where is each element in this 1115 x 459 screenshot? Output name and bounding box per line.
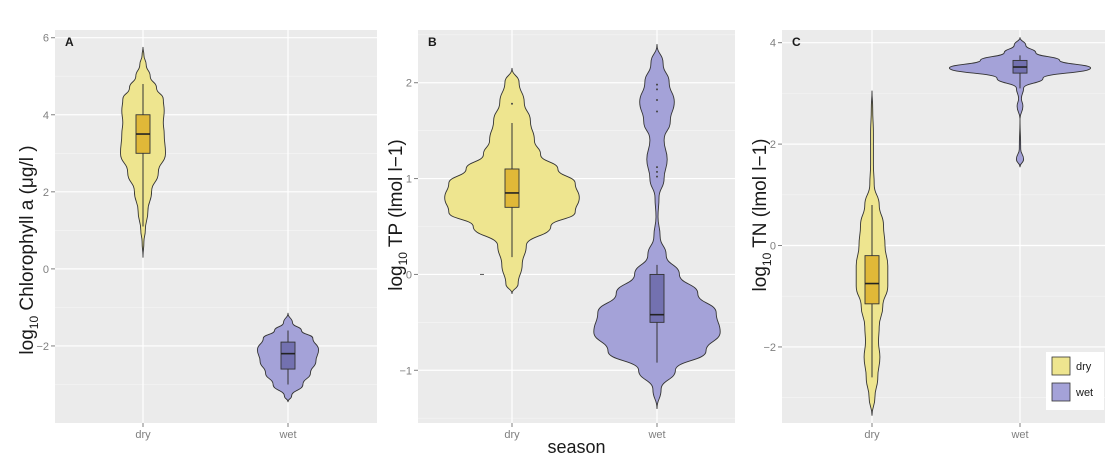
y-tick-label: −1 xyxy=(399,365,412,377)
box-dry xyxy=(504,168,520,208)
outlier-point xyxy=(656,175,658,178)
legend: dry wet xyxy=(1046,352,1104,410)
y-axis-label: log10 Chlorophyll a (μg/l ) xyxy=(17,145,41,354)
box-wet xyxy=(649,273,665,323)
outlier-point xyxy=(656,166,658,169)
x-tick-label: wet xyxy=(278,429,296,441)
x-tick-label: dry xyxy=(864,429,880,441)
outlier-point xyxy=(656,110,658,113)
legend-swatch-dry xyxy=(1051,356,1071,376)
outlier-point xyxy=(656,83,658,86)
x-tick-label: wet xyxy=(1010,429,1028,441)
violin-wet xyxy=(593,43,721,410)
y-axis-label: log10 TP (lmol l−1) xyxy=(386,139,410,291)
box-wet xyxy=(280,341,296,370)
x-tick-label: dry xyxy=(135,429,151,441)
x-axis-label: season xyxy=(547,437,605,457)
x-tick-label: dry xyxy=(504,429,520,441)
legend-label-wet: wet xyxy=(1075,387,1093,399)
y-tick-label: 6 xyxy=(43,33,49,45)
box-dry xyxy=(864,255,880,305)
panel-label: C xyxy=(792,35,801,49)
x-tick-label: wet xyxy=(647,429,665,441)
y-tick-label: 0 xyxy=(406,269,412,281)
y-tick-label: 4 xyxy=(43,110,49,122)
y-tick-label: 2 xyxy=(406,78,412,90)
y-tick-label: 1 xyxy=(406,174,412,186)
y-tick-label: 0 xyxy=(770,241,776,253)
y-tick-label: 2 xyxy=(43,187,49,199)
outlier-point xyxy=(656,88,658,91)
outlier-point xyxy=(511,102,513,105)
y-tick-label: −2 xyxy=(763,342,776,354)
y-axis-label: log10 TN (lmol l−1) xyxy=(750,139,774,292)
panel-label: B xyxy=(428,35,437,49)
y-tick-label: −2 xyxy=(36,341,49,353)
outlier-point xyxy=(656,98,658,101)
panel-background xyxy=(55,30,377,423)
legend-swatch-wet xyxy=(1051,382,1071,402)
panel-label: A xyxy=(65,35,74,49)
outlier-point xyxy=(656,170,658,173)
legend-label-dry: dry xyxy=(1076,361,1092,373)
y-tick-label: 0 xyxy=(43,264,49,276)
y-tick-label: 4 xyxy=(770,38,776,50)
violin-wet xyxy=(948,37,1092,168)
y-tick-label: 2 xyxy=(770,139,776,151)
